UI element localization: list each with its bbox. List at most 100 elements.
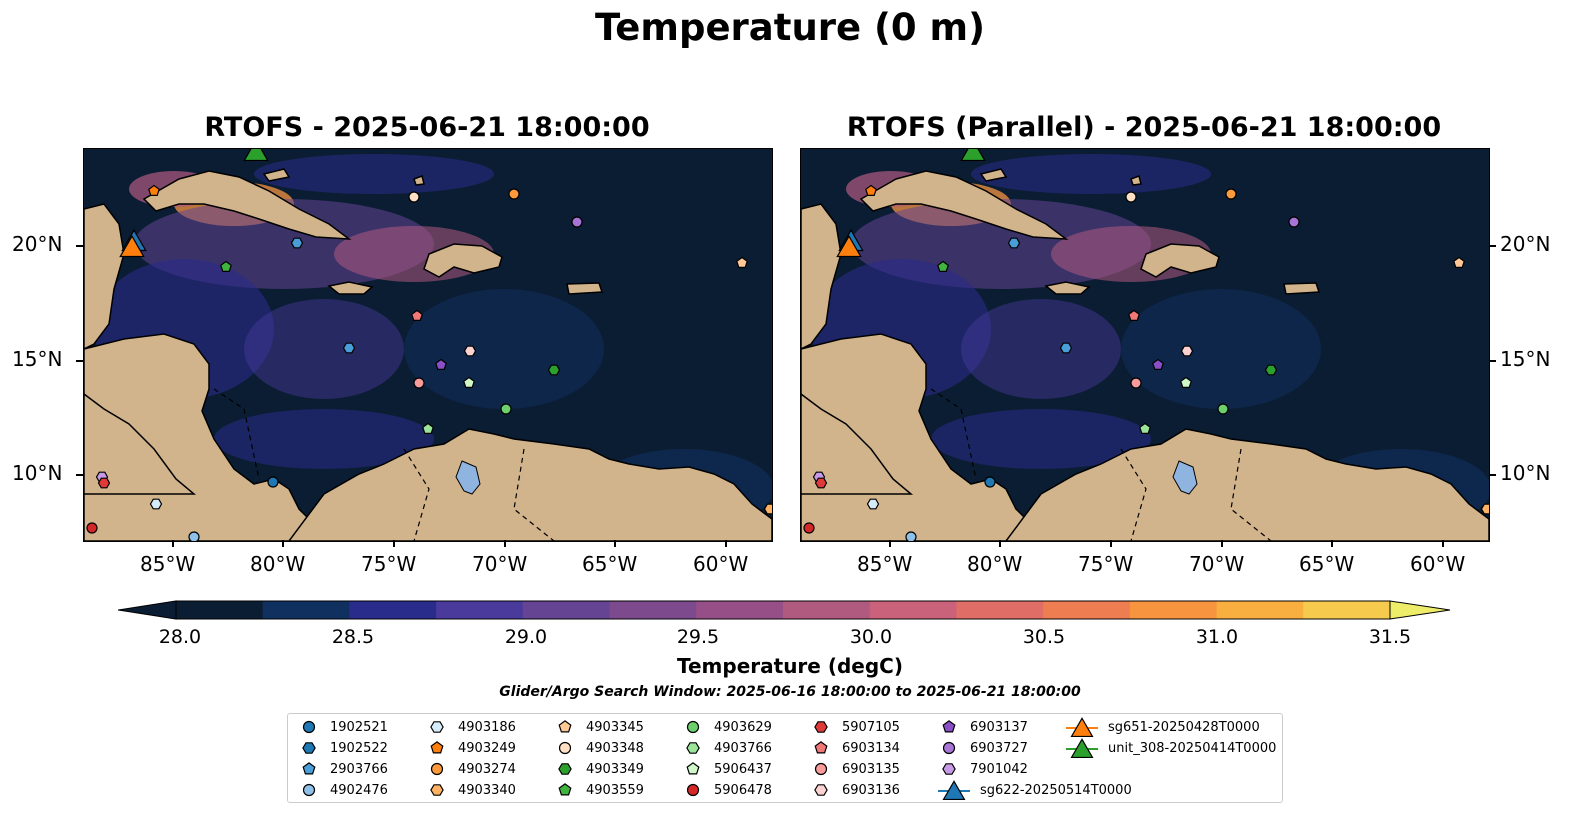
panel-title-rtofs: RTOFS - 2025-06-21 18:00:00 — [204, 112, 650, 143]
colorbar-segment — [176, 601, 264, 619]
circle-marker-icon — [558, 741, 572, 755]
colorbar-tick-label: 30.5 — [1022, 626, 1066, 648]
legend-label: 2903766 — [330, 761, 388, 777]
argo-float-marker — [1059, 342, 1073, 354]
colorbar-extend-low — [118, 600, 177, 620]
argo-float-marker — [1453, 256, 1465, 269]
temperature-field — [404, 289, 604, 409]
colorbar-tick-label: 30.0 — [849, 626, 893, 648]
temperature-field — [971, 154, 1211, 194]
legend: 1902521 1902522 2903766 4902476 4903186 49032… — [287, 713, 1283, 803]
longitude-tick — [172, 540, 174, 547]
argo-float-marker — [149, 498, 163, 510]
circle-marker-icon — [686, 783, 700, 797]
latitude-label: 10°N — [1500, 461, 1551, 485]
legend-entry: 4903348 — [554, 738, 644, 758]
latitude-label: 20°N — [12, 232, 63, 256]
latitude-label: 15°N — [12, 347, 63, 371]
legend-entry: 5906478 — [682, 780, 772, 800]
argo-float-marker — [290, 237, 304, 249]
panel-title-rtofs-parallel: RTOFS (Parallel) - 2025-06-21 18:00:00 — [846, 112, 1442, 143]
legend-entry: 2903766 — [298, 759, 388, 779]
colorbar-tick-label: 28.0 — [158, 626, 202, 648]
argo-float-marker — [500, 403, 512, 415]
longitude-tick — [282, 540, 284, 547]
map-panel-rtofs-parallel — [800, 148, 1490, 542]
argo-float-marker — [422, 422, 434, 434]
argo-float-marker — [342, 342, 356, 354]
legend-label: unit_308-20250414T0000 — [1108, 740, 1277, 756]
glider-marker — [960, 149, 986, 162]
argo-float-marker — [1288, 216, 1300, 228]
argo-float-marker — [571, 216, 583, 228]
longitude-label: 75°W — [1078, 552, 1134, 576]
argo-float-marker — [1180, 376, 1192, 388]
argo-float-marker — [463, 345, 477, 357]
land-mass — [1130, 175, 1142, 186]
country-border — [213, 388, 555, 541]
argo-float-marker — [866, 498, 880, 510]
colorbar-segment — [696, 601, 784, 619]
argo-float-marker — [148, 184, 160, 197]
circle-marker-icon — [814, 762, 828, 776]
land-mass — [801, 393, 914, 495]
longitude-label: 85°W — [140, 552, 196, 576]
argo-float-marker — [1217, 403, 1229, 415]
longitude-tick — [393, 540, 395, 547]
legend-label: 1902521 — [330, 719, 388, 735]
longitude-label: 85°W — [857, 552, 913, 576]
latitude-label: 15°N — [1500, 347, 1551, 371]
triangle-marker-icon — [938, 780, 970, 800]
map-canvas-rtofs-parallel — [801, 149, 1489, 541]
legend-entry: 4903766 — [682, 738, 772, 758]
pentagon-marker-icon — [302, 762, 316, 775]
glider-marker — [243, 149, 269, 162]
legend-label: 5907105 — [842, 719, 900, 735]
land-mass — [262, 168, 291, 182]
legend-entry: 4903559 — [554, 780, 644, 800]
legend-label: 6903137 — [970, 719, 1028, 735]
argo-float-marker — [1130, 377, 1142, 389]
hexagon-marker-icon — [302, 742, 316, 754]
land-mass — [801, 203, 842, 350]
longitude-label: 60°W — [1410, 552, 1466, 576]
argo-float-marker — [1139, 422, 1151, 434]
legend-label: 4903348 — [586, 740, 644, 756]
argo-float-marker — [803, 522, 815, 534]
latitude-tick — [76, 474, 83, 476]
legend-entry: 4903349 — [554, 759, 644, 779]
colorbar-title: Temperature (degC) — [677, 654, 903, 678]
temperature-field — [244, 299, 404, 399]
legend-label: 6903134 — [842, 740, 900, 756]
triangle-marker-icon — [1066, 738, 1098, 758]
pentagon-marker-icon — [558, 783, 572, 796]
temperature-field — [1121, 289, 1321, 409]
latitude-tick — [76, 360, 83, 362]
map-panel-rtofs — [83, 148, 773, 542]
argo-float-marker — [984, 476, 996, 488]
pentagon-marker-icon — [430, 741, 444, 754]
legend-label: 4903274 — [458, 761, 516, 777]
land-mass — [1283, 282, 1321, 295]
pentagon-marker-icon — [942, 720, 956, 733]
legend-label: 5906478 — [714, 782, 772, 798]
argo-float-marker — [267, 476, 279, 488]
argo-float-marker — [86, 522, 98, 534]
argo-float-marker — [435, 358, 447, 370]
argo-float-marker — [865, 184, 877, 197]
argo-float-marker — [411, 309, 423, 321]
colorbar-segment — [349, 601, 437, 619]
land-mass — [1044, 281, 1091, 295]
temperature-field — [254, 154, 494, 194]
temperature-field — [334, 226, 494, 282]
latitude-tick — [1489, 245, 1496, 247]
glider-marker — [836, 234, 862, 258]
legend-entry: 6903727 — [938, 738, 1028, 758]
argo-float-marker — [1152, 358, 1164, 370]
land-mass — [84, 393, 197, 495]
longitude-tick — [1221, 540, 1223, 547]
longitude-label: 60°W — [693, 552, 749, 576]
legend-entry: 5907105 — [810, 717, 900, 737]
argo-float-marker — [220, 260, 232, 273]
longitude-tick — [614, 540, 616, 547]
